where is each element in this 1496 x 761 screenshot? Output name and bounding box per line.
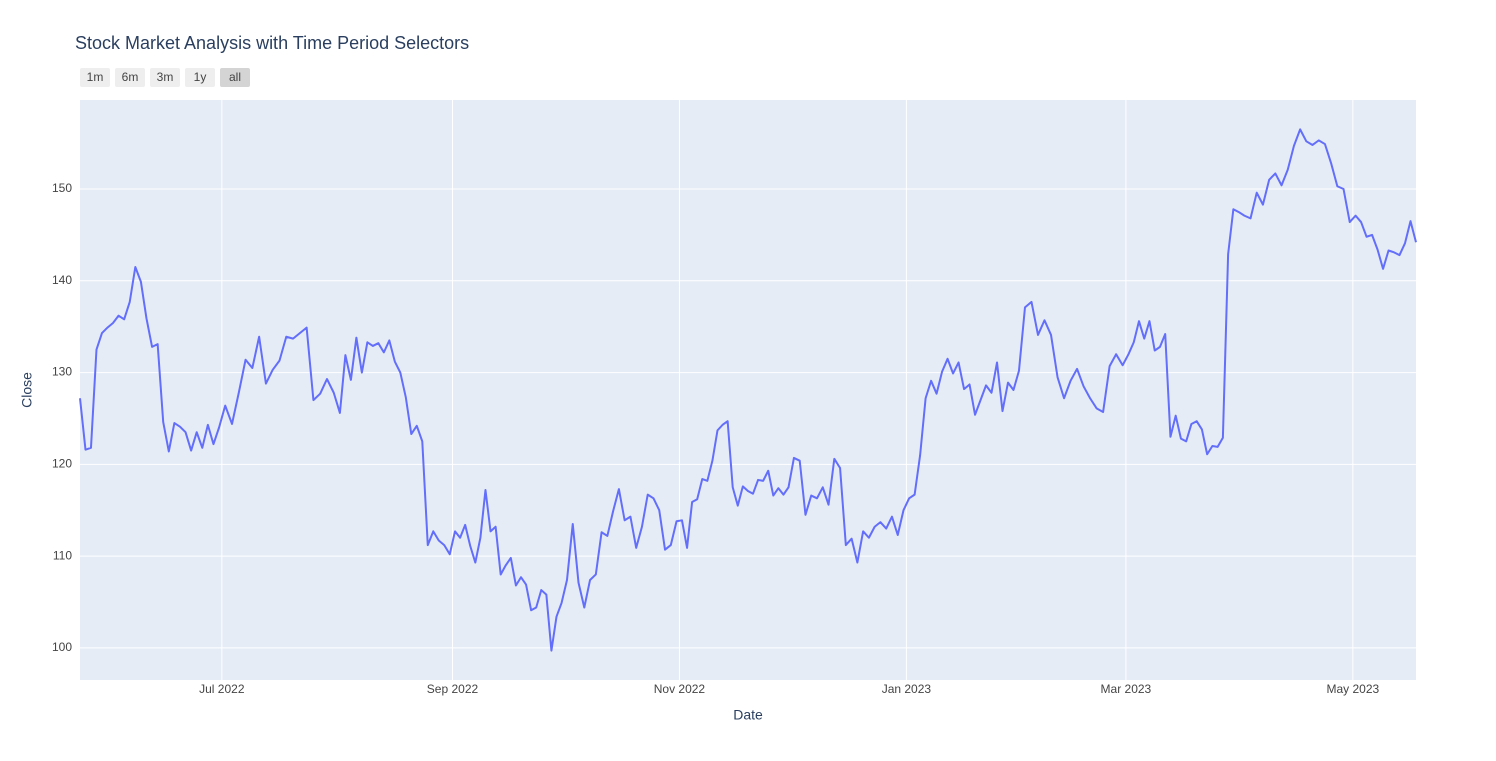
x-tick-label: Nov 2022 (654, 682, 706, 696)
chart-title: Stock Market Analysis with Time Period S… (75, 33, 469, 53)
x-tick-label: May 2023 (1326, 682, 1379, 696)
range-button[interactable] (115, 68, 145, 87)
x-tick-label: Sep 2022 (427, 682, 479, 696)
x-tick-label: Jan 2023 (882, 682, 932, 696)
price-line (79, 128, 1417, 652)
y-tick-label: 140 (52, 273, 72, 287)
y-tick-label: 110 (53, 548, 72, 562)
y-tick-label: 150 (52, 181, 72, 195)
x-axis-title: Date (733, 707, 763, 723)
plot-area (80, 100, 1416, 680)
range-button-label[interactable]: 1m (87, 70, 104, 84)
y-tick-label: 120 (52, 457, 72, 471)
range-button[interactable] (185, 68, 215, 87)
range-button-label[interactable]: 1y (194, 70, 207, 84)
y-tick-label: 100 (52, 640, 72, 654)
range-button-label[interactable]: 6m (122, 70, 139, 84)
y-axis-title: Close (19, 372, 35, 408)
range-button[interactable] (220, 68, 250, 87)
range-button-label[interactable]: all (229, 70, 241, 84)
range-button[interactable] (80, 68, 110, 87)
range-button-label[interactable]: 3m (157, 70, 174, 84)
y-tick-label: 130 (52, 365, 72, 379)
x-tick-label: Mar 2023 (1101, 682, 1152, 696)
range-button[interactable] (150, 68, 180, 87)
x-tick-label: Jul 2022 (199, 682, 245, 696)
